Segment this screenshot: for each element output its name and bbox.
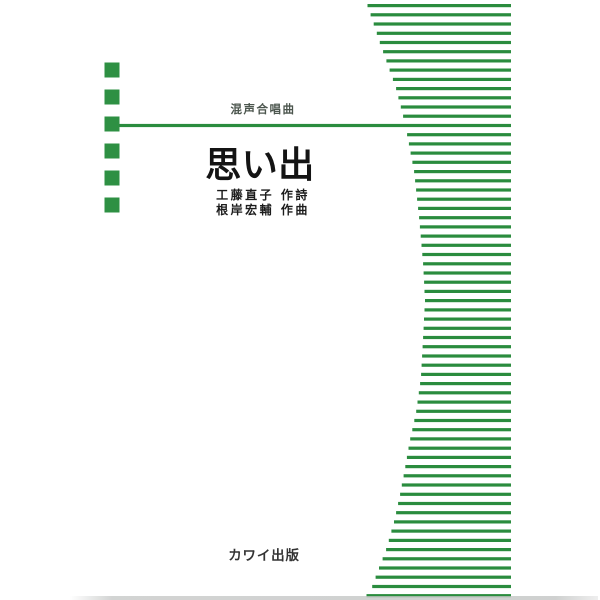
stripe <box>379 566 511 570</box>
stripe <box>422 354 511 358</box>
stripe <box>408 446 511 450</box>
stripe <box>417 400 511 404</box>
stripe <box>422 345 511 349</box>
stripe <box>421 363 511 367</box>
stripe <box>396 87 511 91</box>
stripe <box>410 437 511 441</box>
stripe <box>389 68 511 72</box>
stripe <box>417 197 511 201</box>
square-motif <box>104 62 120 78</box>
stripe <box>379 40 511 45</box>
stripe <box>419 225 511 229</box>
stripe <box>415 179 511 183</box>
stripe <box>416 188 511 192</box>
poet-credit: 工藤直子 作詩 <box>216 188 310 202</box>
stripe <box>386 548 511 552</box>
stripe <box>421 243 511 247</box>
stripe <box>421 372 511 376</box>
stripe <box>407 133 511 137</box>
stripe <box>372 584 511 589</box>
stripe <box>412 428 511 432</box>
stripe <box>383 50 511 54</box>
stripe <box>403 474 511 478</box>
square-motif <box>104 116 120 132</box>
stripe <box>423 326 511 330</box>
stripe <box>414 170 511 174</box>
stripe <box>376 31 511 35</box>
stripe <box>398 501 511 506</box>
stripe <box>423 335 511 340</box>
stripe <box>400 105 511 109</box>
stripe <box>367 4 511 8</box>
stripe <box>414 418 511 423</box>
stripe <box>418 206 511 210</box>
stripe <box>423 262 511 266</box>
square-motif <box>104 89 120 105</box>
stripe <box>386 59 511 63</box>
stripe <box>412 160 511 164</box>
stripe <box>422 252 511 257</box>
stripe <box>420 234 511 238</box>
composer-credit: 根岸宏輔 作曲 <box>216 203 310 217</box>
stripe <box>418 391 511 395</box>
stripe <box>405 465 512 469</box>
square-motif <box>104 143 120 159</box>
stripe <box>416 409 511 413</box>
publisher-name: カワイ出版 <box>228 548 300 564</box>
photo-edge-shadow <box>70 596 598 600</box>
square-motif <box>104 170 120 186</box>
cover-title: 思い出 <box>205 144 315 186</box>
genre-label: 混声合唱曲 <box>230 102 296 116</box>
stripe <box>408 142 511 146</box>
stripe <box>424 280 511 284</box>
stripe <box>391 529 511 533</box>
stripe <box>423 271 511 275</box>
stripe <box>394 520 511 524</box>
stripe <box>424 289 511 293</box>
stripe <box>373 22 511 26</box>
title-rule-line <box>119 123 511 128</box>
stripe <box>370 13 511 17</box>
stripe <box>400 492 511 496</box>
stripe <box>398 96 511 100</box>
stripe <box>382 557 511 561</box>
stripe <box>420 382 511 386</box>
stripe <box>396 511 511 515</box>
stripe <box>375 575 511 579</box>
stripe <box>425 299 511 303</box>
stripe <box>410 151 511 155</box>
stripe <box>403 114 511 118</box>
stripe <box>419 216 511 220</box>
stripe <box>366 594 511 598</box>
stripe <box>392 77 511 81</box>
square-motif <box>104 197 120 213</box>
stripe <box>424 308 511 312</box>
stripe <box>388 538 511 542</box>
stripe <box>401 483 511 487</box>
stripe <box>424 317 511 321</box>
stripe <box>406 455 511 459</box>
